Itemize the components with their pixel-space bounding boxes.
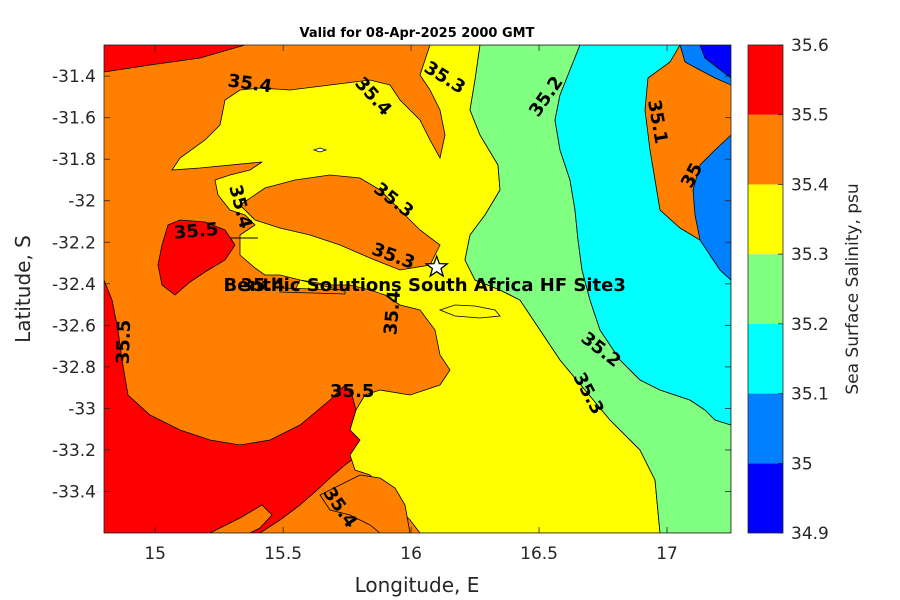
contour-label: 35.4	[240, 275, 284, 296]
band-35.0-35.1-east	[692, 134, 731, 281]
y-axis: -31.4 -31.6 -31.8 -32 -32.2 -32.4 -32.6 -32.8 -3…	[52, 67, 731, 502]
colorbar-title: Sea Surface Salinity, psu	[843, 183, 863, 394]
plot-frame	[103, 44, 732, 534]
contour-label: 35.5	[113, 319, 136, 364]
y-tick-label: -31.4	[52, 67, 96, 87]
colorbar-frame	[747, 44, 784, 534]
colorbar-segment	[748, 114, 783, 185]
colorbar-segment	[748, 184, 783, 255]
colorbar-tick-label: 35.4	[791, 175, 829, 195]
colorbar-tick-label: 35	[791, 454, 813, 474]
y-tick-label: -32.2	[52, 233, 96, 253]
contour-label: 35.5	[173, 219, 219, 244]
colorbar-segment	[748, 254, 783, 324]
colorbar: 34.9 35 35.1 35.2 35.3 35.4 35.5 35.6	[747, 36, 829, 544]
colorbar-tick-label: 35.2	[791, 315, 829, 335]
x-axis: 15 15.5 16 16.5 17	[144, 45, 678, 564]
band-35.5-35.6-central	[157, 219, 236, 296]
contour-plot-area	[104, 45, 731, 533]
colorbar-tick-label: 35.5	[791, 106, 829, 126]
band-35.4-35.5-south-tongue	[319, 474, 411, 533]
x-tick-label: 17	[656, 544, 678, 564]
site-marker	[424, 254, 450, 278]
y-axis-title: Latitude, S	[11, 235, 35, 343]
y-tick-label: -33.2	[52, 441, 96, 461]
band-35.5-35.6-west	[104, 45, 246, 73]
y-tick-label: -32.4	[52, 275, 96, 295]
colorbar-segment	[748, 393, 783, 464]
y-tick-label: -32.8	[52, 358, 96, 378]
star-icon	[424, 254, 450, 278]
band-35.3-35.4-islet	[438, 304, 501, 319]
x-tick-label: 15	[144, 544, 166, 564]
colorbar-tick-label: 35.3	[791, 245, 829, 265]
y-tick-label: -33.4	[52, 482, 96, 502]
band-35.4-35.5-dash	[279, 287, 346, 295]
y-tick-label: -32	[68, 192, 96, 212]
y-tick-label: -31.8	[52, 150, 96, 170]
contour-blip	[312, 147, 328, 153]
y-tick-label: -32.6	[52, 316, 96, 336]
colorbar-segment	[748, 463, 783, 533]
x-tick-label: 16.5	[520, 544, 558, 564]
colorbar-segment	[748, 45, 783, 115]
band-34.9-35.0	[699, 45, 731, 79]
colorbar-tick-label: 35.6	[791, 36, 829, 56]
y-tick-label: -33	[68, 399, 96, 419]
colorbar-tick-label: 35.1	[791, 385, 829, 405]
chart-title: Valid for 08-Apr-2025 2000 GMT	[300, 26, 535, 41]
colorbar-segment	[748, 323, 783, 394]
site-label: Benthic Solutions South Africa HF Site3	[224, 275, 626, 296]
contour-label: 35.4	[380, 290, 405, 336]
band-35.4-35.5-south-islet	[209, 504, 273, 533]
band-35.4-35.5-inner	[239, 174, 441, 271]
x-axis-title: Longitude, E	[355, 573, 480, 597]
band-35.1-35.2	[554, 45, 731, 426]
x-tick-label: 15.5	[264, 544, 302, 564]
band-35.5-35.6-southwest	[104, 279, 361, 533]
colorbar-tick-label: 34.9	[791, 524, 829, 544]
x-tick-label: 16	[400, 544, 422, 564]
contour-label: 35.5	[330, 381, 374, 402]
y-tick-label: -31.6	[52, 109, 96, 129]
